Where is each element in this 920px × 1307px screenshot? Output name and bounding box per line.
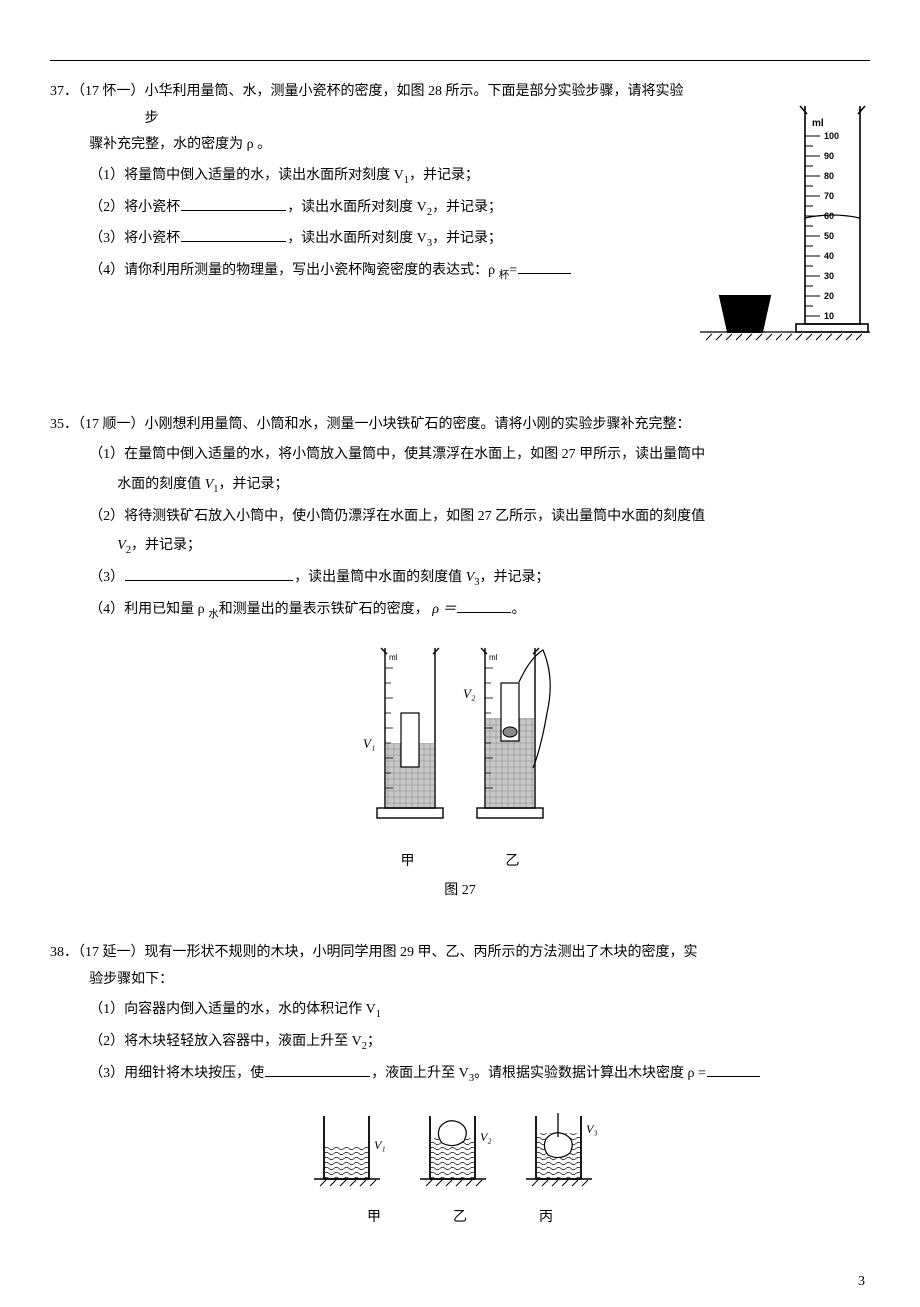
- figure-27: V₁ ml V₂: [355, 638, 565, 904]
- blank: [518, 259, 571, 274]
- fig29-cap-jia: 甲: [367, 1205, 381, 1232]
- question-35: 35．（17 顺一） 小刚想利用量筒、小筒和水，测量一小块铁矿石的密度。请将小刚…: [50, 412, 870, 905]
- q37-number: 37．（17 怀一）: [50, 79, 145, 106]
- fig27-cap-jia: 甲: [401, 849, 415, 876]
- page-number: 3: [858, 1269, 865, 1296]
- q35-item-1: （1）在量筒中倒入适量的水，将小筒放入量筒中，使其漂浮在水面上，如图 27 甲所…: [89, 442, 870, 469]
- fig27-caption: 图 27: [355, 878, 565, 905]
- svg-text:V₂: V₂: [463, 686, 476, 701]
- svg-text:V₁: V₁: [374, 1138, 386, 1152]
- svg-text:V₃: V₃: [586, 1122, 598, 1136]
- q38-intro-cont: 验步骤如下：: [50, 967, 870, 994]
- blank: [125, 566, 293, 581]
- q35-intro: 小刚想利用量筒、小筒和水，测量一小块铁矿石的密度。请将小刚的实验步骤补充完整：: [145, 412, 871, 439]
- fig29-cap-yi: 乙: [453, 1205, 467, 1232]
- fig27-cap-yi: 乙: [506, 849, 520, 876]
- q37-item-4: （4）请你利用所测量的物理量，写出小瓷杯陶瓷密度的表达式：ρ 杯=: [89, 258, 690, 286]
- top-rule: [50, 60, 870, 61]
- blank: [181, 227, 286, 242]
- q38-intro: 现有一形状不规则的木块，小明同学用图 29 甲、乙、丙所示的方法测出了木块的密度…: [145, 940, 871, 967]
- svg-text:20: 20: [824, 291, 834, 301]
- q38-item-2: （2）将木块轻轻放入容器中，液面上升至 V2；: [89, 1029, 870, 1057]
- q38-item-3: （3）用细针将木块按压，使，液面上升至 V3。请根据实验数据计算出木块密度 ρ …: [89, 1061, 870, 1089]
- q37-intro-cont: 骤补充完整，水的密度为 ρ 。: [89, 132, 690, 159]
- blank: [265, 1061, 370, 1076]
- q35-number: 35．（17 顺一）: [50, 412, 145, 439]
- q35-item-2: （2）将待测铁矿石放入小筒中，使小筒仍漂浮在水面上，如图 27 乙所示，读出量筒…: [89, 504, 870, 531]
- blank: [457, 597, 510, 612]
- svg-text:10: 10: [824, 311, 834, 321]
- q35-item-4: （4）利用已知量 ρ 水和测量出的量表示铁矿石的密度， ρ ＝。: [89, 597, 870, 625]
- svg-text:ml: ml: [389, 653, 398, 662]
- svg-text:V₂: V₂: [480, 1130, 492, 1144]
- fig29-cap-bing: 丙: [539, 1205, 553, 1232]
- q37-item-1: （1）将量筒中倒入适量的水，读出水面所对刻度 V1，并记录；: [89, 163, 690, 191]
- figure-29: V₁ V₂: [310, 1111, 610, 1232]
- q38-item-1: （1）向容器内倒入适量的水，水的体积记作 V1: [89, 997, 870, 1025]
- q35-item-1-cont: 水面的刻度值 V1，并记录；: [89, 472, 870, 500]
- svg-text:ml: ml: [489, 653, 498, 662]
- svg-text:V₁: V₁: [363, 736, 375, 751]
- blank: [707, 1061, 760, 1076]
- q37-intro: 小华利用量筒、水，测量小瓷杯的密度，如图 28 所示。下面是部分实验步骤，请将实…: [145, 79, 691, 132]
- q37-item-3: （3）将小瓷杯，读出水面所对刻度 V3，并记录；: [89, 226, 690, 254]
- q38-number: 38．（17 延一）: [50, 940, 145, 967]
- q35-item-3: （3），读出量筒中水面的刻度值 V3，并记录；: [89, 565, 870, 593]
- blank: [181, 195, 286, 210]
- question-37: 37．（17 怀一） 小华利用量筒、水，测量小瓷杯的密度，如图 28 所示。下面…: [50, 79, 870, 286]
- q35-item-2-cont: V2，并记录；: [89, 533, 870, 561]
- q37-item-2: （2）将小瓷杯，读出水面所对刻度 V2，并记录；: [89, 195, 690, 223]
- question-38: 38．（17 延一） 现有一形状不规则的木块，小明同学用图 29 甲、乙、丙所示…: [50, 940, 870, 1231]
